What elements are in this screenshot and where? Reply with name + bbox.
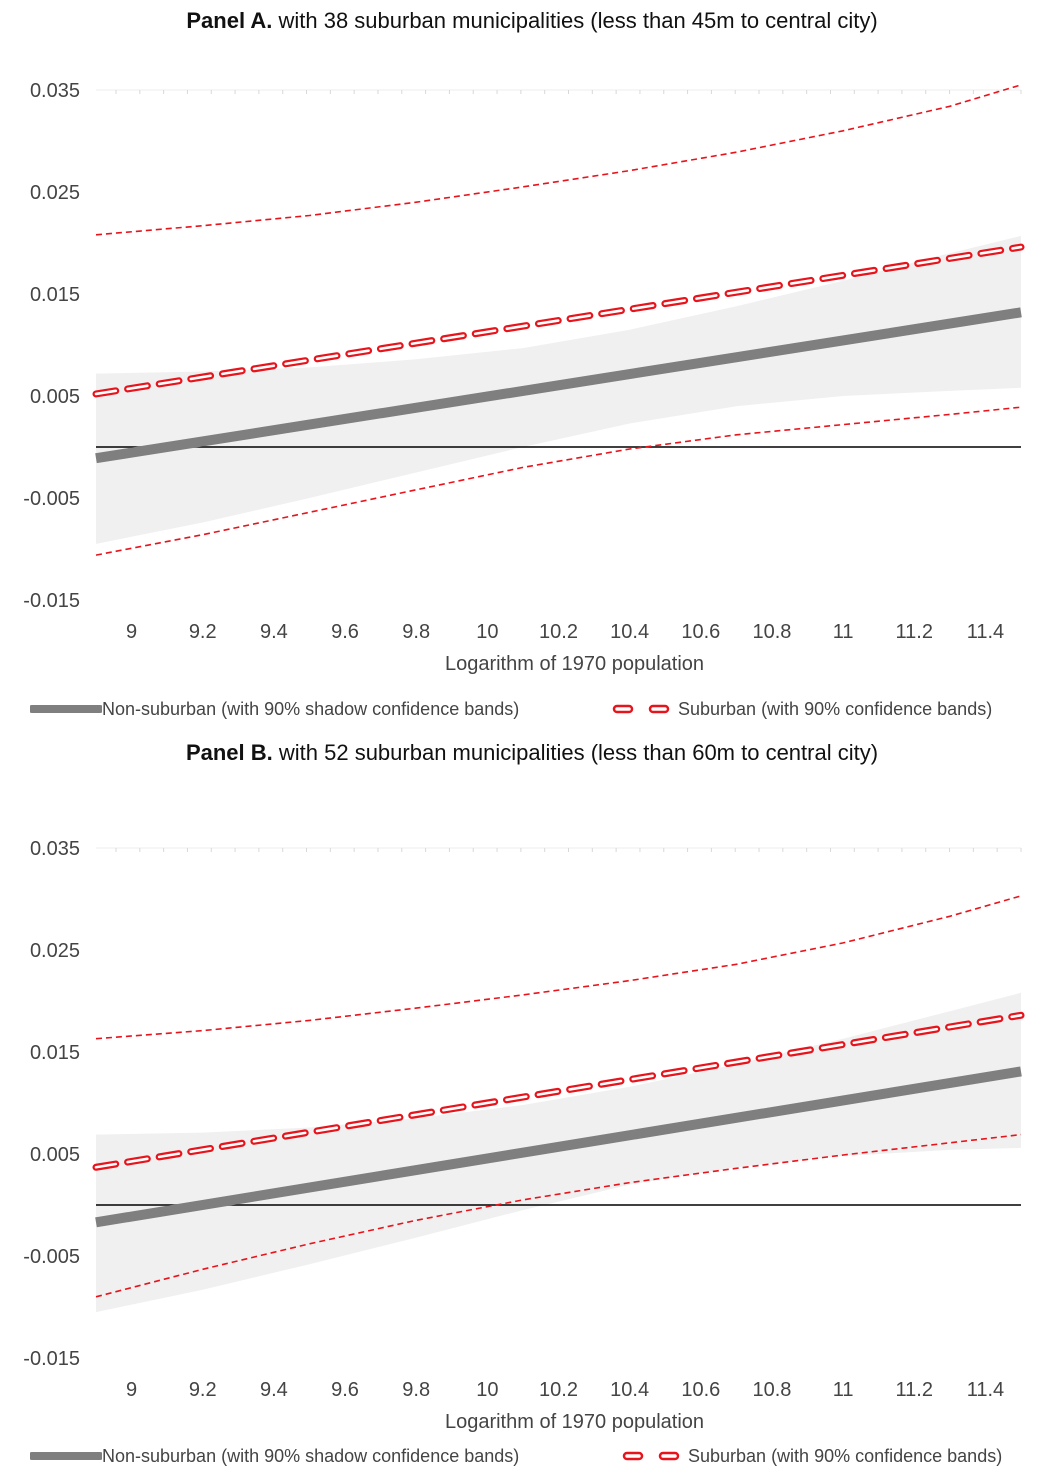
panel-label: Panel B. bbox=[185, 740, 273, 765]
x-tick-label: 10.2 bbox=[539, 1379, 578, 1401]
y-tick-label: -0.015 bbox=[23, 1348, 80, 1370]
panel-title: Panel B. with 52 suburban municipalities… bbox=[0, 740, 1064, 766]
x-tick-label: 9.2 bbox=[189, 621, 217, 643]
panel-b: Panel B. with 52 suburban municipalities… bbox=[0, 740, 1064, 1475]
x-tick-label: 9.6 bbox=[331, 1379, 359, 1401]
x-tick-label: 11.4 bbox=[967, 621, 1004, 643]
y-tick-label: 0.005 bbox=[30, 386, 80, 408]
non-suburban-line bbox=[95, 307, 1022, 464]
panel-title: Panel A. with 38 suburban municipalities… bbox=[0, 8, 1064, 34]
non-suburban-confidence-band bbox=[96, 992, 1021, 1313]
x-tick-label: 11.2 bbox=[896, 621, 933, 643]
x-tick-label: 10.4 bbox=[610, 1379, 649, 1401]
panel-subtitle: with 38 suburban municipalities (less th… bbox=[272, 8, 878, 33]
legend-swatch-dashed bbox=[622, 1451, 680, 1461]
legend-label: Non-suburban (with 90% shadow confidence… bbox=[102, 1445, 520, 1466]
x-tick-label: 9.4 bbox=[260, 621, 288, 643]
x-tick-label: 11 bbox=[833, 621, 854, 643]
x-tick-label: 10.6 bbox=[681, 1379, 720, 1401]
y-tick-label: 0.035 bbox=[30, 80, 80, 102]
suburban-line-core bbox=[94, 245, 1023, 396]
x-tick-label: 11.2 bbox=[896, 1379, 933, 1401]
x-tick-label: 9.2 bbox=[189, 1379, 217, 1401]
x-tick-label: 10 bbox=[476, 1379, 498, 1401]
x-tick-label: 11 bbox=[833, 1379, 854, 1401]
x-tick-label: 9 bbox=[126, 1379, 137, 1401]
chart-plot: 0.035 0.025 0.015 0.005 -0.005 -0.015 9 9.2 9.4 9… bbox=[23, 838, 1025, 1433]
y-tick-label: -0.015 bbox=[23, 590, 80, 612]
suburban-upper-band bbox=[95, 84, 1022, 236]
panel-a: Panel A. with 38 suburban municipalities… bbox=[0, 8, 1064, 722]
legend-label: Suburban (with 90% confidence bands) bbox=[678, 698, 993, 719]
y-tick-label: 0.025 bbox=[30, 182, 80, 204]
suburban-line-core bbox=[94, 1013, 1023, 1169]
legend-item-suburban: Suburban (with 90% confidence bands) bbox=[610, 696, 992, 722]
suburban-upper-band bbox=[95, 895, 1022, 1040]
x-tick-label: 10.2 bbox=[539, 621, 578, 643]
y-tick-label: -0.005 bbox=[23, 1246, 80, 1268]
y-tick-label: 0.005 bbox=[30, 1144, 80, 1166]
chart-plot: 0.035 0.025 0.015 0.005 -0.005 -0.015 9 9.2 9.4 9… bbox=[23, 80, 1025, 675]
legend-label: Non-suburban (with 90% shadow confidence… bbox=[102, 698, 520, 719]
y-tick-label: 0.025 bbox=[30, 940, 80, 962]
y-tick-label: -0.005 bbox=[23, 488, 80, 510]
x-axis-title: Logarithm of 1970 population bbox=[445, 1411, 704, 1433]
legend-item-suburban: Suburban (with 90% confidence bands) bbox=[620, 1443, 1002, 1469]
legend-label: Suburban (with 90% confidence bands) bbox=[688, 1445, 1003, 1466]
legend-swatch-solid bbox=[30, 1452, 102, 1460]
chart-legend: Non-suburban (with 90% shadow confidence… bbox=[30, 696, 1064, 722]
x-axis-title: Logarithm of 1970 population bbox=[445, 653, 704, 675]
legend-item-non-suburban: Non-suburban (with 90% shadow confidence… bbox=[30, 696, 519, 722]
y-tick-label: 0.015 bbox=[30, 284, 80, 306]
x-tick-label: 10.8 bbox=[752, 1379, 791, 1401]
x-tick-label: 10.8 bbox=[752, 621, 791, 643]
suburban-lower-band bbox=[95, 406, 1022, 556]
legend-swatch-solid bbox=[30, 705, 102, 713]
legend-swatch-dashed bbox=[612, 704, 670, 714]
x-tick-label: 9.8 bbox=[402, 1379, 430, 1401]
x-tick-label: 9.6 bbox=[331, 621, 359, 643]
panel-label: Panel A. bbox=[186, 8, 273, 33]
x-tick-label: 11.4 bbox=[967, 1379, 1004, 1401]
panel-subtitle: with 52 suburban municipalities (less th… bbox=[272, 740, 879, 765]
y-tick-label: 0.035 bbox=[30, 838, 80, 860]
x-tick-label: 10.6 bbox=[681, 621, 720, 643]
x-tick-label: 10 bbox=[476, 621, 498, 643]
legend-item-non-suburban: Non-suburban (with 90% shadow confidence… bbox=[30, 1443, 519, 1469]
y-tick-label: 0.015 bbox=[30, 1042, 80, 1064]
x-tick-label: 9.8 bbox=[402, 621, 430, 643]
x-tick-label: 10.4 bbox=[610, 621, 649, 643]
non-suburban-line bbox=[95, 1066, 1022, 1228]
x-tick-label: 9.4 bbox=[260, 1379, 288, 1401]
suburban-lower-band bbox=[95, 1133, 1022, 1298]
x-tick-label: 9 bbox=[126, 621, 137, 643]
chart-legend: Non-suburban (with 90% shadow confidence… bbox=[30, 1443, 1064, 1469]
